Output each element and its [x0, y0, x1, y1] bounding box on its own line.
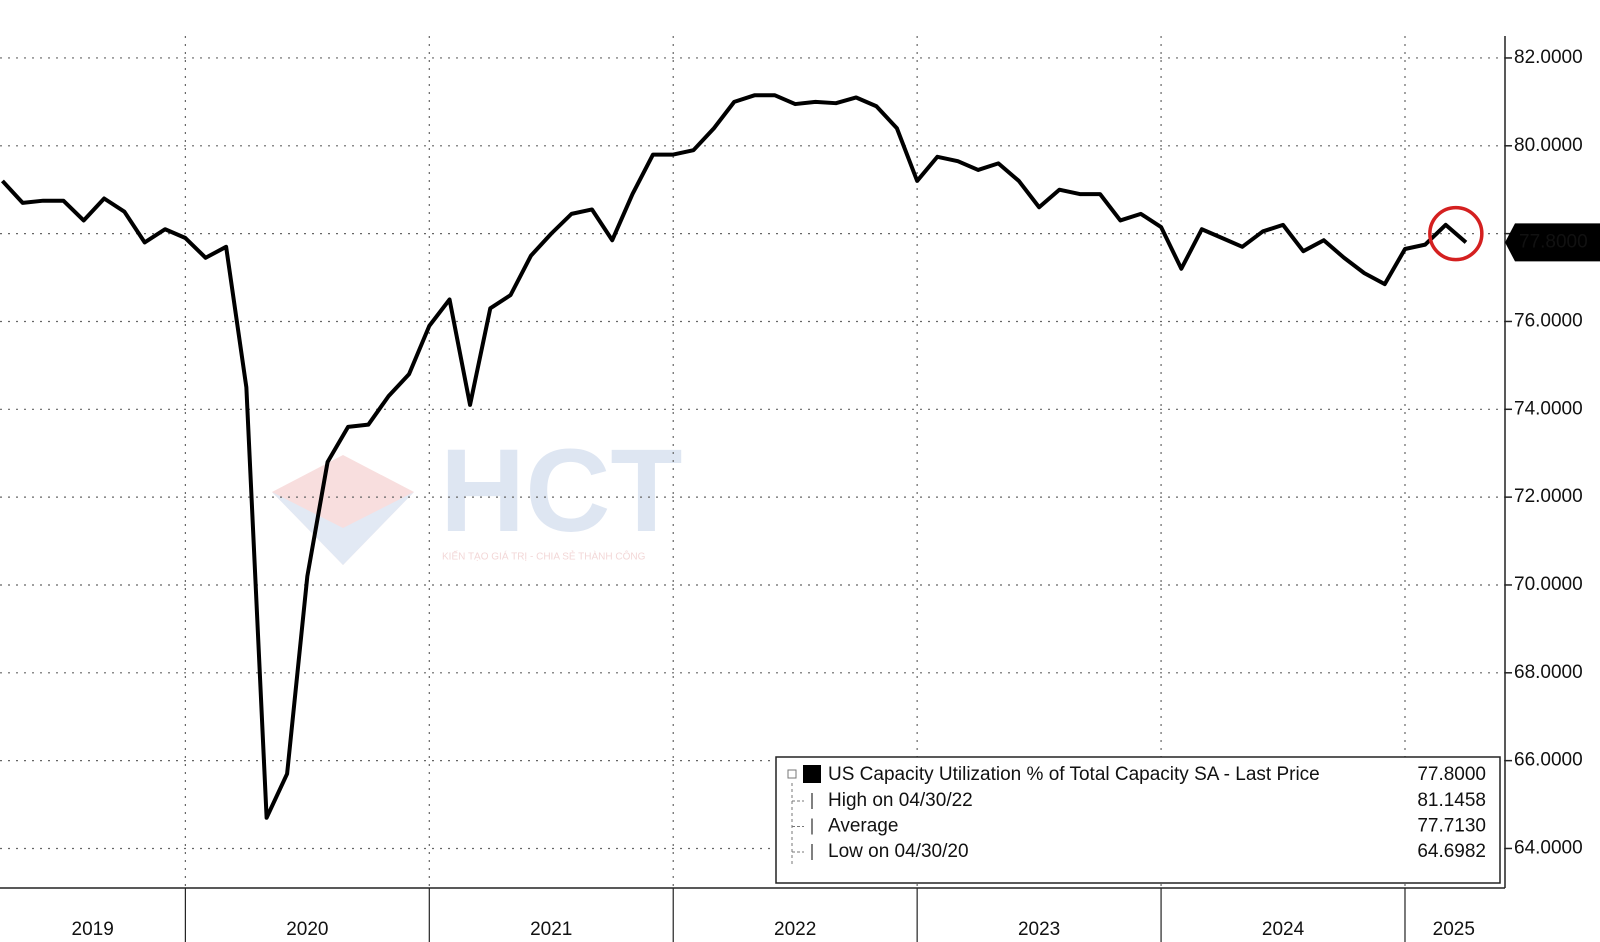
- legend-stat-value: 81.1458: [1417, 790, 1486, 811]
- legend-value: 77.8000: [1417, 764, 1486, 785]
- legend-stat-value: 77.7130: [1417, 816, 1486, 837]
- last-price-tag: [1505, 223, 1600, 262]
- legend-stat-name: High on 04/30/22: [828, 790, 973, 811]
- x-tick-label: 2020: [286, 919, 328, 940]
- data-line: [0, 93, 1468, 820]
- legend-swatch: [803, 765, 821, 783]
- x-tick-label: 2022: [774, 919, 816, 940]
- watermark-logo: [272, 455, 414, 565]
- y-tick-label: 74.0000: [1514, 398, 1583, 419]
- x-tick-label: 2023: [1018, 919, 1060, 940]
- highlight-circle: [1428, 205, 1484, 262]
- legend-stat-value: 64.6982: [1417, 841, 1486, 862]
- watermark-tagline: KIẾN TẠO GIÁ TRỊ - CHIA SẺ THÀNH CÔNG: [442, 550, 646, 563]
- watermark-text: HCT: [440, 425, 683, 557]
- legend: US Capacity Utilization % of Total Capac…: [775, 756, 1501, 884]
- y-tick-label: 68.0000: [1514, 662, 1583, 683]
- last-price-label: 77.8000: [1519, 231, 1588, 252]
- x-tick-label: 2024: [1262, 919, 1305, 940]
- watermark-logo: [272, 492, 414, 565]
- y-tick-label: 80.0000: [1514, 135, 1583, 156]
- y-tick-label: 72.0000: [1514, 486, 1583, 507]
- legend-stat-name: Average: [828, 816, 898, 837]
- x-tick-label: 2019: [72, 919, 114, 940]
- y-tick-label: 64.0000: [1514, 837, 1583, 858]
- x-tick-label: 2025: [1433, 919, 1475, 940]
- legend-label: US Capacity Utilization % of Total Capac…: [828, 764, 1320, 785]
- y-tick-label: 76.0000: [1514, 310, 1583, 331]
- watermark: HCT KIẾN TẠO GIÁ TRỊ - CHIA SẺ THÀNH CÔN…: [272, 425, 683, 565]
- legend-toggle: [787, 769, 797, 779]
- legend-box: [775, 756, 1501, 884]
- legend-stat-name: Low on 04/30/20: [828, 841, 969, 862]
- y-tick-label: 66.0000: [1514, 750, 1583, 771]
- x-tick-label: 2021: [530, 919, 572, 940]
- y-tick-label: 70.0000: [1514, 574, 1583, 595]
- y-tick-label: 82.0000: [1514, 47, 1583, 68]
